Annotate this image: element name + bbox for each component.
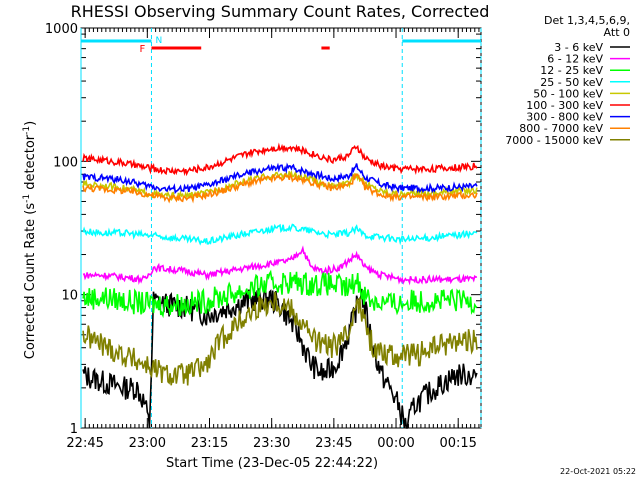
series-line	[82, 142, 478, 177]
chart-marks: NF	[80, 28, 482, 429]
y-tick-label: 1	[70, 422, 78, 437]
chart-title: RHESSI Observing Summary Count Rates, Co…	[71, 2, 490, 21]
x-tick-label: 23:45	[315, 436, 352, 451]
y-tick-label: 10	[61, 289, 78, 304]
x-tick-label: 00:15	[439, 436, 476, 451]
legend-entry-label: 300 - 800 keV	[526, 111, 603, 124]
series-line	[82, 162, 478, 195]
legend-entry-label: 7000 - 15000 keV	[505, 134, 603, 147]
legend-entry-label: 12 - 25 keV	[540, 64, 603, 77]
plot-area: 1 10 100 1000 22:45 23:00 23:15 23:30 23:45 00:00…	[45, 22, 482, 451]
legend-entry-label: 100 - 300 keV	[526, 99, 603, 112]
legend-entry-label: 3 - 6 keV	[554, 41, 603, 54]
x-tick-label: 22:45	[66, 436, 103, 451]
legend-entry-label: 800 - 7000 keV	[519, 122, 603, 135]
legend-header-attenuator: Att 0	[604, 26, 630, 39]
generation-timestamp: 22-Oct-2021 05:22	[560, 467, 636, 476]
attenuator-state-label: N	[155, 36, 162, 46]
y-tick-label: 1000	[45, 22, 78, 37]
legend-entry-label: 50 - 100 keV	[533, 87, 603, 100]
flare-flag-label: F	[139, 44, 145, 55]
series-line	[82, 291, 478, 386]
series-line	[82, 245, 478, 286]
x-tick-label: 23:30	[253, 436, 290, 451]
legend-header-detectors: Det 1,3,4,5,6,9,	[544, 14, 630, 27]
y-tick-label: 100	[53, 155, 78, 170]
y-axis-label: Corrected Count Rate (s-1 detector-1)	[22, 121, 38, 359]
series-line	[82, 269, 478, 319]
x-tick-label: 23:00	[129, 436, 166, 451]
legend-entry-label: 25 - 50 keV	[540, 76, 603, 89]
series-line	[82, 223, 478, 246]
legend-entry-label: 6 - 12 keV	[547, 53, 603, 66]
x-tick-label: 23:15	[191, 436, 228, 451]
x-axis-label: Start Time (23-Dec-05 22:44:22)	[166, 456, 378, 471]
series-line	[82, 172, 478, 204]
x-tick-label: 00:00	[377, 436, 414, 451]
